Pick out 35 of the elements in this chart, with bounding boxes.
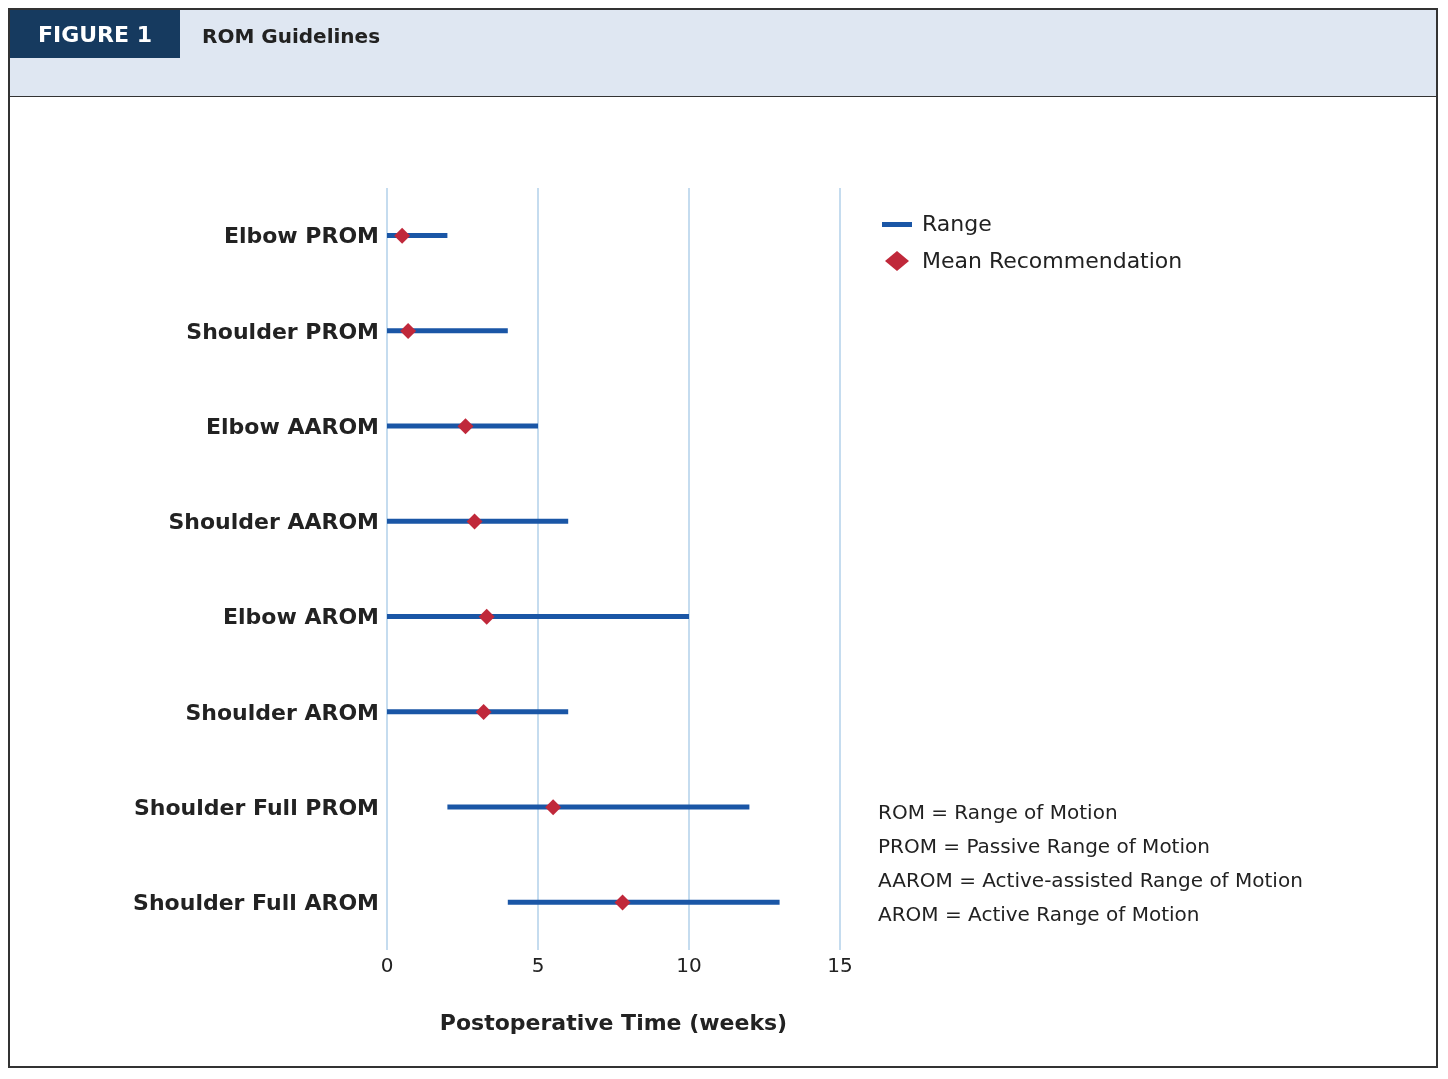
x-tick-label: 10: [676, 953, 702, 978]
bar: [387, 423, 538, 429]
legend-label: Range: [922, 211, 992, 236]
y-tick-label: Elbow PROM: [223, 223, 379, 249]
point: [614, 894, 631, 911]
y-tick-label: Elbow AAROM: [205, 413, 379, 439]
bar: [507, 899, 780, 905]
point: [457, 418, 474, 435]
text: PROM = Passive Range of Motion: [878, 833, 1211, 860]
y-tick-label: Elbow AROM: [223, 604, 379, 630]
y-tick-label: Shoulder Full AROM: [133, 890, 379, 916]
y-tick-label: Shoulder AROM: [185, 699, 379, 725]
x-tick-label: 15: [827, 953, 853, 978]
point: [475, 703, 492, 720]
point: [394, 227, 411, 244]
bar: [387, 709, 569, 715]
text: AROM = Active Range of Motion: [878, 901, 1201, 928]
text: FIGURE 1: [10, 10, 180, 58]
y-tick-label: Shoulder Full PROM: [134, 794, 379, 820]
bar: [387, 614, 689, 619]
x-tick-label: 0: [380, 953, 394, 978]
x-axis-title: Postoperative Time (weeks): [439, 1010, 788, 1035]
legend-label: Mean Recommendation: [922, 248, 1183, 273]
y-tick-label: Shoulder PROM: [186, 318, 379, 344]
text: ROM = Range of Motion: [878, 799, 1119, 826]
chart-title: ROM Guidelines: [202, 24, 381, 48]
point: [478, 608, 495, 625]
text: AAROM = Active-assisted Range of Motion: [878, 867, 1303, 894]
bar: [447, 804, 750, 810]
y-tick-label: Shoulder AAROM: [168, 509, 379, 535]
bar: [387, 518, 569, 524]
x-tick-label: 5: [531, 953, 545, 978]
point: [400, 322, 417, 339]
point: [466, 513, 483, 530]
point: [545, 799, 562, 816]
